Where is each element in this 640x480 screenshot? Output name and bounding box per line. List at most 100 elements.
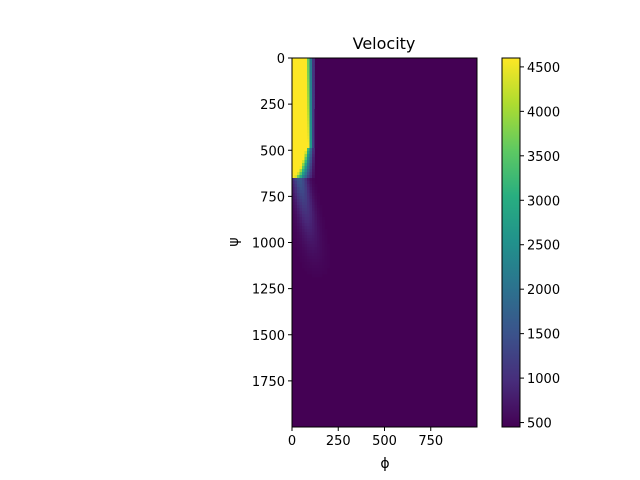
heatmap-cell xyxy=(309,184,313,188)
heatmap-cell xyxy=(294,220,298,224)
heatmap-cell xyxy=(292,100,295,104)
heatmap-cell xyxy=(314,118,318,122)
heatmap-cell xyxy=(317,214,320,218)
heatmap-cell xyxy=(294,91,298,95)
heatmap-cell xyxy=(327,256,330,260)
heatmap-cell xyxy=(304,163,308,167)
heatmap-cell xyxy=(309,136,313,140)
heatmap-cell xyxy=(312,178,315,182)
heatmap-cell xyxy=(294,115,298,119)
heatmap-cell xyxy=(297,61,300,65)
heatmap-cell xyxy=(314,136,318,140)
heatmap-cell xyxy=(317,247,320,251)
heatmap-cell xyxy=(294,103,298,107)
heatmap-cell xyxy=(304,127,308,131)
heatmap-cell xyxy=(317,274,320,278)
heatmap-cell xyxy=(322,223,325,227)
heatmap-cell xyxy=(304,262,308,266)
heatmap-cell xyxy=(312,205,315,209)
heatmap-cell xyxy=(317,229,320,233)
heatmap-cell xyxy=(302,109,305,113)
heatmap-cell xyxy=(302,217,305,221)
heatmap-cell xyxy=(307,154,310,158)
heatmap-cell xyxy=(294,223,298,227)
heatmap-cell xyxy=(294,193,298,197)
heatmap-cell xyxy=(292,103,295,107)
heatmap-cell xyxy=(307,145,310,149)
heatmap-cell xyxy=(317,250,320,254)
heatmap-cell xyxy=(299,97,303,101)
heatmap-cell xyxy=(297,157,300,161)
heatmap-cell xyxy=(307,115,310,119)
heatmap-cell xyxy=(324,253,328,257)
heatmap-cell xyxy=(297,136,300,140)
heatmap-cell xyxy=(312,265,315,269)
heatmap-cell xyxy=(304,169,308,173)
heatmap-cell xyxy=(292,199,295,203)
heatmap-cell xyxy=(309,133,313,137)
heatmap-cell xyxy=(322,259,325,263)
heatmap-cell xyxy=(304,199,308,203)
heatmap-cell xyxy=(292,208,295,212)
heatmap-cell xyxy=(304,61,308,65)
heatmap-cell xyxy=(297,79,300,83)
heatmap-cell xyxy=(302,166,305,170)
heatmap-cell xyxy=(307,139,310,143)
heatmap-cell xyxy=(319,214,323,218)
heatmap-cell xyxy=(304,259,308,263)
colorbar-tick-label: 4500 xyxy=(527,61,560,76)
heatmap-cell xyxy=(322,229,325,233)
heatmap-cell xyxy=(292,196,295,200)
heatmap-cell xyxy=(299,244,303,248)
heatmap-cell xyxy=(299,88,303,92)
heatmap-cell xyxy=(304,142,308,146)
heatmap-cell xyxy=(314,205,318,209)
heatmap-cell xyxy=(294,199,298,203)
heatmap-cell xyxy=(312,241,315,245)
heatmap-cell xyxy=(292,232,295,236)
heatmap-cell xyxy=(307,157,310,161)
y-tick-label: 1000 xyxy=(252,237,285,252)
heatmap-cell xyxy=(299,169,303,173)
heatmap-cell xyxy=(312,127,315,131)
heatmap-cell xyxy=(324,262,328,266)
heatmap-cell xyxy=(299,130,303,134)
heatmap-cell xyxy=(312,88,315,92)
heatmap-cell xyxy=(304,265,308,269)
heatmap-cell xyxy=(327,253,330,257)
heatmap-cell xyxy=(309,199,313,203)
heatmap-cell xyxy=(307,148,310,152)
heatmap-cell xyxy=(292,61,295,65)
heatmap-cell xyxy=(292,136,295,140)
heatmap-cell xyxy=(302,142,305,146)
heatmap-cell xyxy=(312,196,315,200)
heatmap-cell xyxy=(319,262,323,266)
heatmap-cell xyxy=(312,103,315,107)
y-tick-label: 500 xyxy=(260,144,285,159)
heatmap-cell xyxy=(307,76,310,80)
heatmap-cell xyxy=(302,235,305,239)
heatmap-cell xyxy=(324,271,328,275)
heatmap-cell xyxy=(304,70,308,74)
heatmap-cell xyxy=(304,205,308,209)
heatmap-cell xyxy=(324,229,328,233)
heatmap-cell xyxy=(292,157,295,161)
heatmap-cell xyxy=(309,82,313,86)
heatmap-cell xyxy=(312,82,315,86)
heatmap-cell xyxy=(294,70,298,74)
heatmap-cell xyxy=(302,139,305,143)
heatmap-cell xyxy=(299,217,303,221)
heatmap-cell xyxy=(312,193,315,197)
heatmap-cell xyxy=(309,244,313,248)
heatmap-cell xyxy=(302,184,305,188)
heatmap-cell xyxy=(302,199,305,203)
heatmap-cell xyxy=(312,58,315,62)
heatmap-cell xyxy=(317,202,320,206)
heatmap-cell xyxy=(309,226,313,230)
y-axis-label: ψ xyxy=(226,237,242,246)
heatmap-cell xyxy=(322,217,325,221)
heatmap-cell xyxy=(299,145,303,149)
heatmap-cell xyxy=(309,253,313,257)
heatmap-cell xyxy=(312,202,315,206)
